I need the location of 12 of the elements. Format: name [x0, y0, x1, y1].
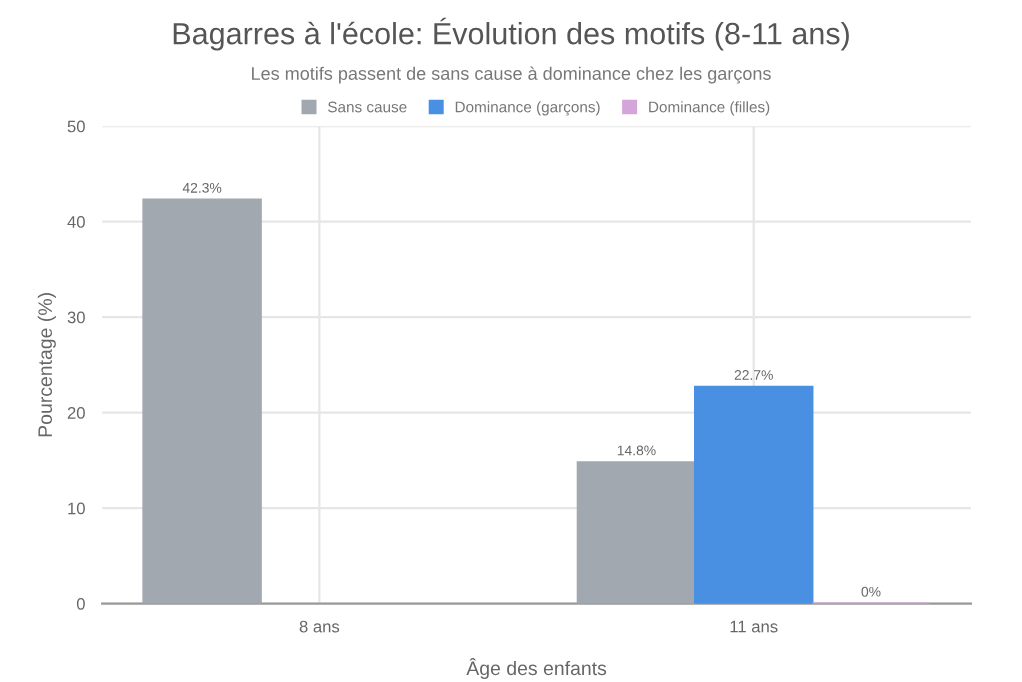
y-axis-title: Pourcentage (%)	[37, 293, 56, 437]
x-tick-label: 11 ans	[730, 620, 778, 633]
chart-title: Bagarres à l'école: Évolution des motifs (8-11 ans)	[173, 17, 849, 51]
y-tick-label: 10	[68, 502, 85, 515]
x-tick-label: 8 ans	[299, 620, 340, 633]
y-tick-label: 20	[67, 407, 85, 419]
y-tick-label: 50	[67, 120, 85, 133]
y-tick-label: 40	[67, 216, 85, 228]
chart-subtitle: Les motifs passent de sans cause à dominance chez les garçons	[252, 66, 771, 84]
x-axis-title: Âge des enfants	[466, 658, 607, 680]
y-tick-label: 30	[67, 311, 85, 324]
y-tick-label: 0	[76, 597, 85, 610]
